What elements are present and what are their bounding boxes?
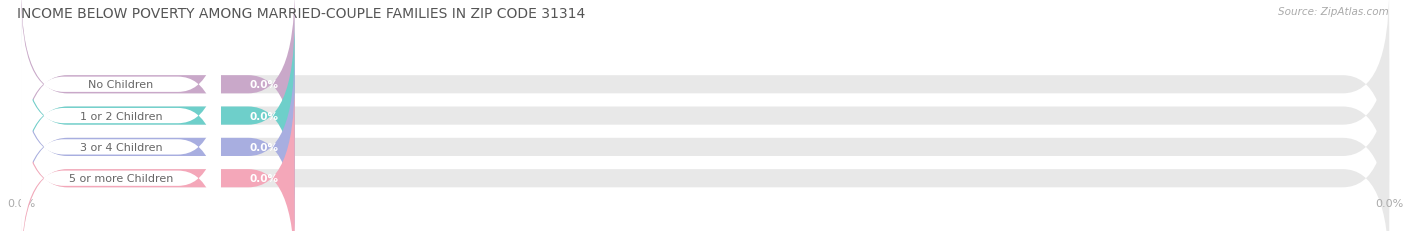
- FancyBboxPatch shape: [21, 51, 295, 231]
- FancyBboxPatch shape: [21, 20, 295, 213]
- Text: No Children: No Children: [89, 80, 153, 90]
- FancyBboxPatch shape: [21, 20, 1389, 213]
- Text: Source: ZipAtlas.com: Source: ZipAtlas.com: [1278, 7, 1389, 17]
- FancyBboxPatch shape: [21, 0, 295, 181]
- FancyBboxPatch shape: [21, 89, 221, 231]
- FancyBboxPatch shape: [21, 82, 1389, 231]
- FancyBboxPatch shape: [21, 26, 221, 206]
- FancyBboxPatch shape: [21, 58, 221, 231]
- Text: 5 or more Children: 5 or more Children: [69, 173, 173, 183]
- FancyBboxPatch shape: [21, 82, 295, 231]
- Text: 0.0%: 0.0%: [249, 80, 278, 90]
- Text: 0.0%: 0.0%: [249, 173, 278, 183]
- Text: 0.0%: 0.0%: [249, 111, 278, 121]
- Text: 3 or 4 Children: 3 or 4 Children: [80, 142, 162, 152]
- Text: 0.0%: 0.0%: [249, 142, 278, 152]
- Text: INCOME BELOW POVERTY AMONG MARRIED-COUPLE FAMILIES IN ZIP CODE 31314: INCOME BELOW POVERTY AMONG MARRIED-COUPL…: [17, 7, 585, 21]
- FancyBboxPatch shape: [21, 51, 1389, 231]
- FancyBboxPatch shape: [21, 0, 221, 175]
- Text: 1 or 2 Children: 1 or 2 Children: [80, 111, 162, 121]
- FancyBboxPatch shape: [21, 0, 1389, 181]
